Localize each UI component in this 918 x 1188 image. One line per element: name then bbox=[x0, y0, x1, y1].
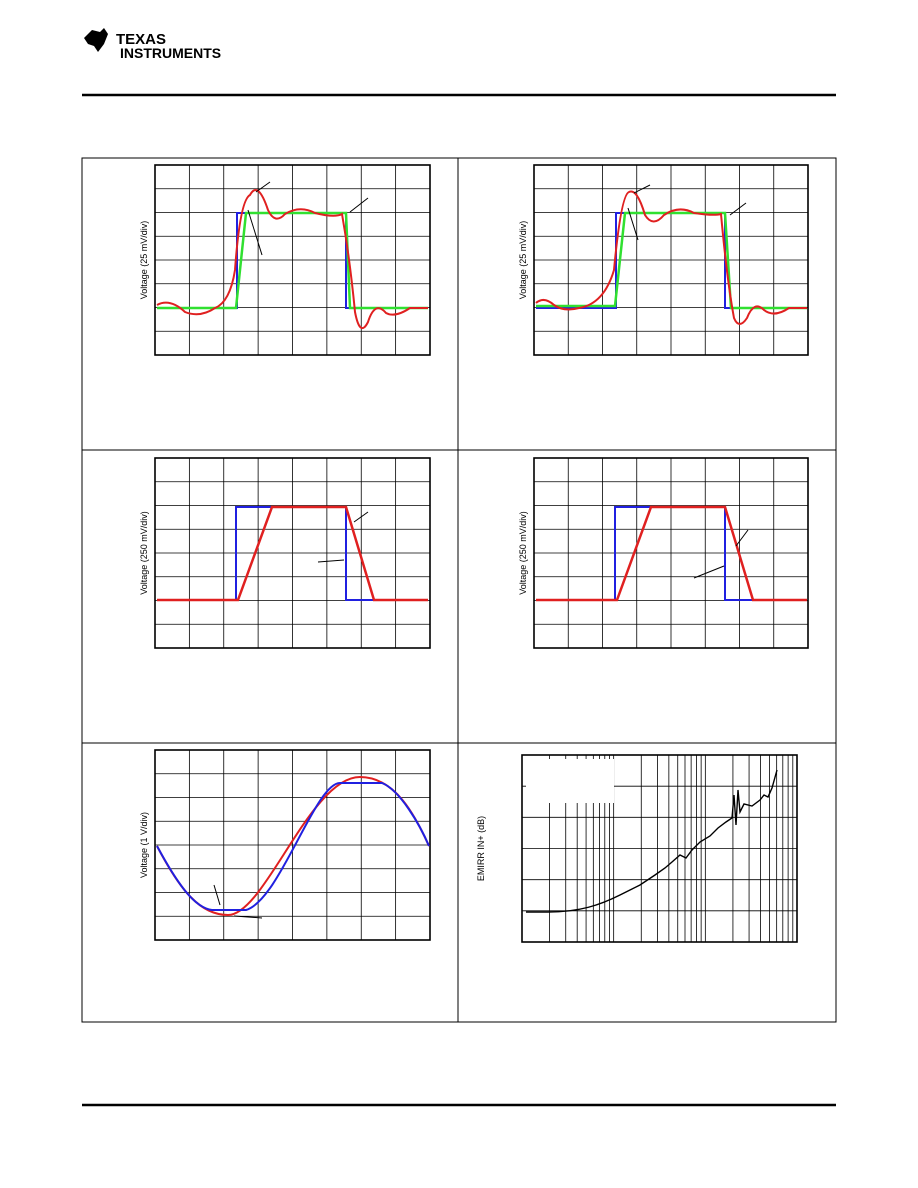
logo-text: TEXAS bbox=[116, 31, 166, 48]
sim-wave bbox=[536, 211, 807, 310]
plot bbox=[154, 749, 431, 941]
plot-frame bbox=[533, 457, 809, 649]
logo: TEXAS INSTRUMENTS bbox=[84, 28, 221, 61]
output-wave bbox=[156, 189, 428, 330]
plot bbox=[154, 457, 431, 649]
output-wave bbox=[536, 505, 807, 602]
figure-box bbox=[81, 157, 837, 1023]
logo-mark bbox=[84, 28, 108, 52]
y-axis-label: Voltage (250 mV/div) bbox=[139, 511, 149, 595]
y-axis-label: Voltage (250 mV/div) bbox=[518, 511, 528, 595]
waveforms bbox=[536, 505, 807, 602]
output-wave bbox=[157, 505, 428, 602]
waveforms bbox=[156, 189, 428, 330]
plot-frame bbox=[154, 457, 431, 649]
waveforms bbox=[157, 505, 428, 602]
plot-frame bbox=[521, 754, 798, 943]
plot bbox=[154, 164, 431, 356]
sim-wave bbox=[157, 211, 428, 310]
input-wave bbox=[536, 212, 807, 309]
y-axis-label: EMIRR IN+ (dB) bbox=[476, 816, 486, 881]
plot bbox=[521, 754, 798, 943]
plot-frame bbox=[154, 164, 431, 356]
y-axis-label: Voltage (1 V/div) bbox=[139, 812, 149, 878]
logo-text: INSTRUMENTS bbox=[120, 45, 221, 61]
legend-box bbox=[526, 759, 614, 803]
y-axis-label: Voltage (25 mV/div) bbox=[139, 221, 149, 300]
arrows bbox=[213, 181, 749, 919]
output-wave bbox=[535, 190, 807, 325]
plot bbox=[533, 164, 809, 356]
waveforms bbox=[535, 190, 807, 325]
plot bbox=[533, 457, 809, 649]
plot-frame bbox=[533, 164, 809, 356]
plot-frame bbox=[154, 749, 431, 941]
emirr-curve bbox=[526, 769, 778, 913]
output-wave bbox=[156, 782, 430, 911]
y-axis-label: Voltage (25 mV/div) bbox=[518, 221, 528, 300]
input-wave bbox=[536, 506, 807, 601]
waveforms bbox=[156, 775, 430, 917]
